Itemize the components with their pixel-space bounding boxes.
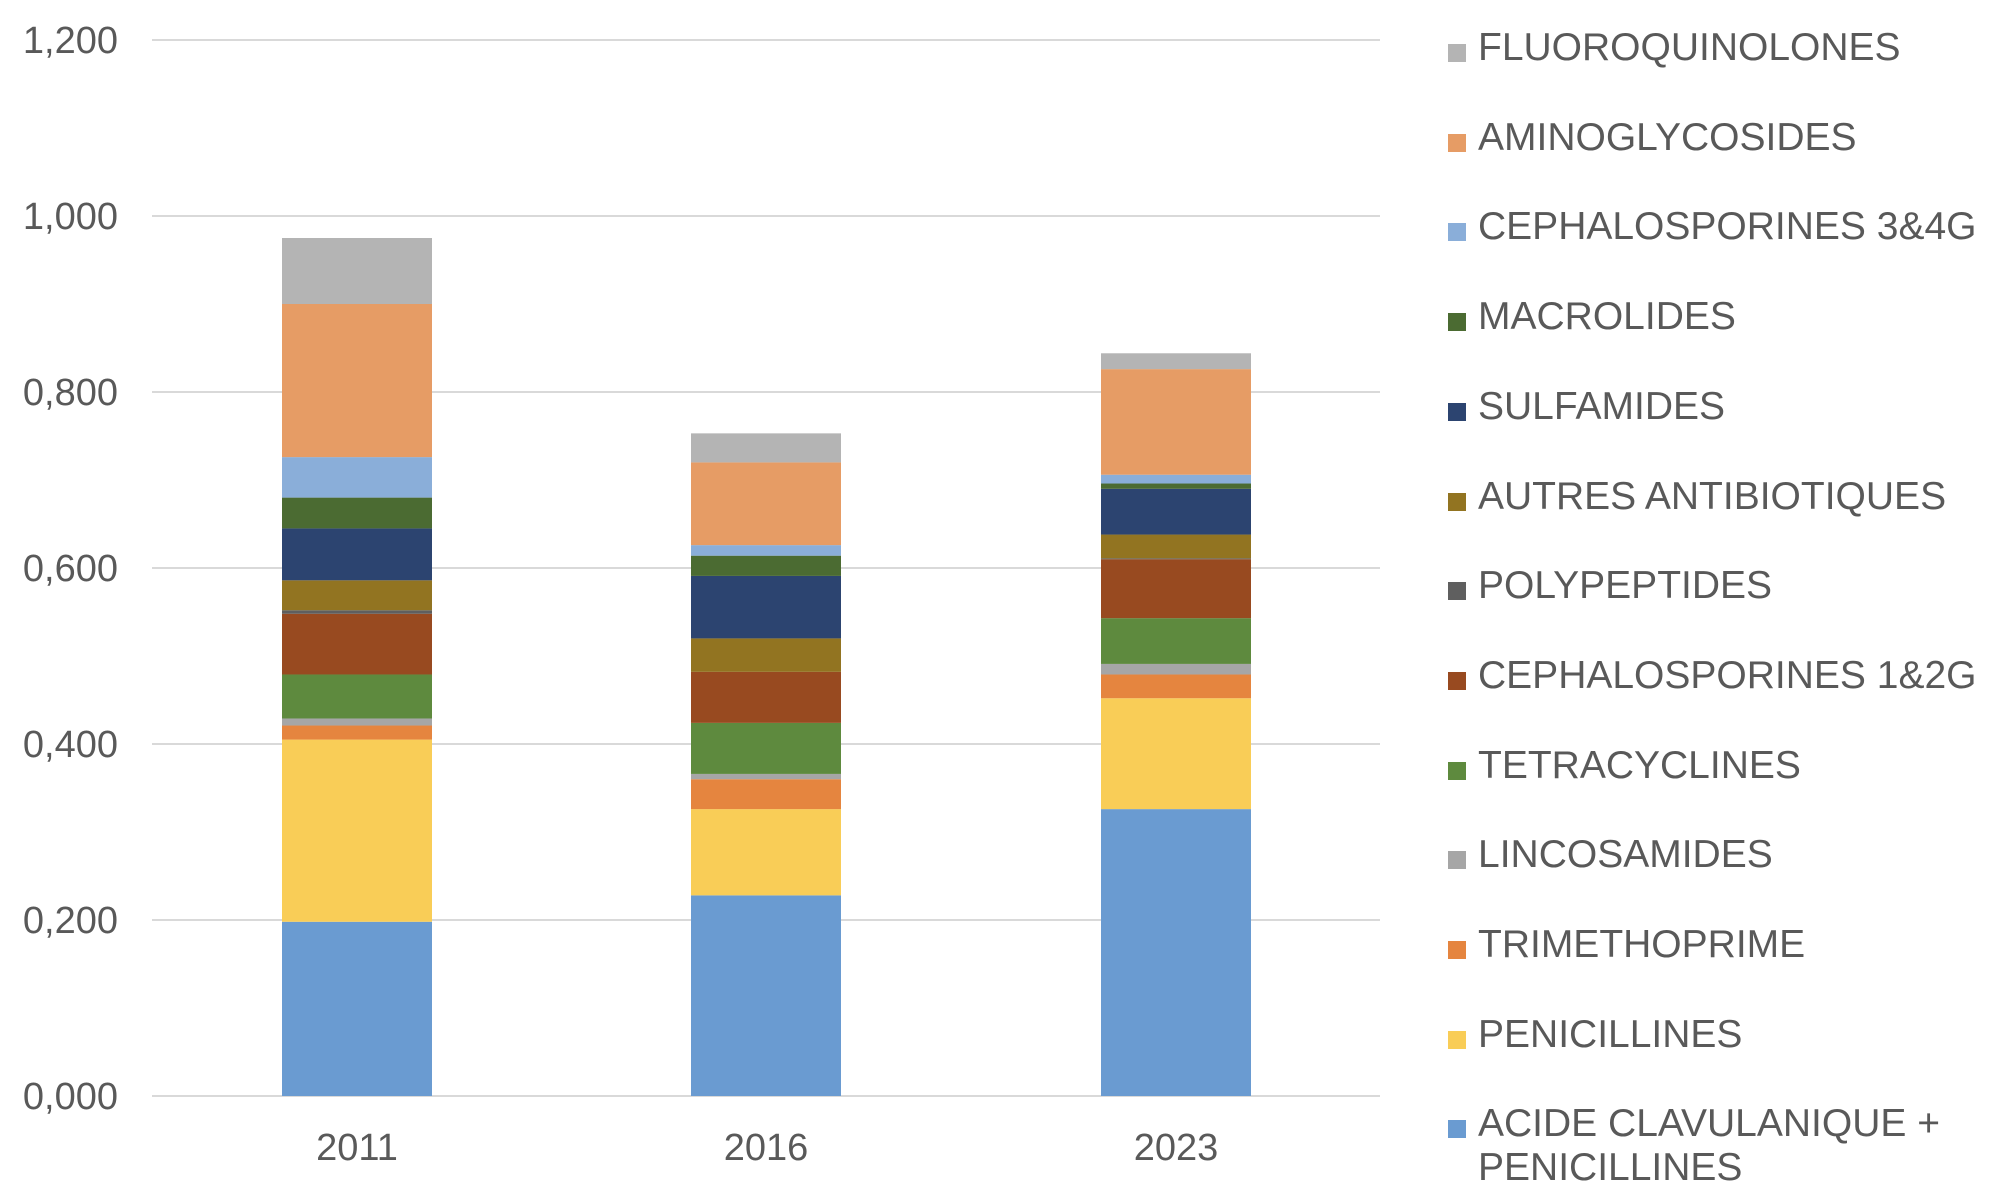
bar-segment	[691, 671, 841, 723]
bar-segment	[282, 725, 432, 740]
bar-segment	[691, 809, 841, 896]
bar-segment	[282, 580, 432, 611]
legend-label: CEPHALOSPORINES 3&4G	[1478, 205, 1977, 249]
bar-segment	[282, 457, 432, 498]
bar-segment	[691, 462, 841, 546]
bar-segment	[691, 555, 841, 576]
bar-segment	[282, 304, 432, 458]
y-tick-label: 1,000	[23, 196, 118, 238]
bar-segment	[282, 674, 432, 719]
bar-segment	[1101, 559, 1251, 619]
bar-segment	[282, 718, 432, 726]
legend-label: POLYPEPTIDES	[1478, 564, 1773, 608]
legend-label: AMINOGLYCOSIDES	[1478, 115, 1857, 159]
x-tick-label: 2011	[316, 1127, 398, 1169]
bar-segment	[282, 921, 432, 1096]
legend-swatch	[1448, 44, 1466, 62]
x-axis-tick-labels: 2011 2016 2023	[316, 1127, 1218, 1169]
bar-segment	[1101, 369, 1251, 475]
bar-segment	[1101, 534, 1251, 559]
legend-swatch	[1448, 761, 1466, 780]
legend-item: MACROLIDES	[1448, 295, 2016, 339]
stacked-bar-chart: 0,000 0,200 0,400 0,600 0,800 1,000 1,200 2011…	[23, 20, 1380, 1169]
legend-item: CEPHALOSPORINES 1&2G	[1448, 654, 2016, 698]
bar-segment	[691, 895, 841, 1096]
legend-item: AUTRES ANTIBIOTIQUES	[1448, 475, 2016, 519]
legend-swatch	[1448, 223, 1466, 242]
legend-label: TRIMETHOPRIME	[1478, 923, 1806, 966]
y-tick-label: 0,400	[23, 724, 118, 766]
legend-item: SULFAMIDES	[1448, 385, 2016, 429]
bar-segment	[691, 638, 841, 672]
legend-label: ACIDE CLAVULANIQUE + PENICILLINES	[1478, 1102, 1941, 1190]
legend-label: MACROLIDES	[1478, 295, 1736, 339]
legend-label: CEPHALOSPORINES 1&2G	[1478, 653, 1977, 697]
legend-swatch	[1448, 851, 1466, 870]
legend: FLUOROQUINOLONES AMINOGLYCOSIDES CEPHALOSP…	[1448, 0, 2016, 1189]
bar-segment	[691, 575, 841, 639]
y-tick-label: 0,800	[23, 372, 118, 414]
bar-segment	[282, 739, 432, 922]
bars	[282, 238, 1251, 1096]
bar-segment	[691, 722, 841, 774]
x-tick-label: 2016	[724, 1127, 809, 1169]
y-axis-tick-labels: 0,000 0,200 0,400 0,600 0,800 1,000 1,200	[23, 20, 118, 1118]
bar-segment	[282, 528, 432, 581]
legend-swatch	[1448, 313, 1466, 332]
bar-segment	[282, 613, 432, 675]
bar-segment	[691, 433, 841, 463]
x-tick-label: 2023	[1134, 1127, 1219, 1169]
legend-swatch	[1448, 1030, 1466, 1049]
bar-segment	[1101, 474, 1251, 484]
bar-segment	[1101, 698, 1251, 810]
y-tick-label: 0,200	[23, 900, 118, 942]
y-tick-label: 1,200	[23, 20, 118, 62]
legend-swatch	[1448, 941, 1466, 959]
bar-segment	[691, 773, 841, 780]
legend-item: TRIMETHOPRIME	[1448, 923, 2016, 967]
legend-label: TETRACYCLINES	[1478, 743, 1801, 787]
y-tick-label: 0,600	[23, 548, 118, 590]
legend-swatch	[1448, 1120, 1466, 1139]
bar-segment	[1101, 674, 1251, 699]
legend-label: LINCOSAMIDES	[1478, 833, 1773, 877]
bar-segment	[1101, 488, 1251, 535]
bar-segment	[1101, 558, 1251, 560]
legend-swatch	[1448, 133, 1466, 152]
legend-label: AUTRES ANTIBIOTIQUES	[1478, 474, 1947, 518]
y-tick-label: 0,000	[23, 1076, 118, 1118]
bar-segment	[691, 545, 841, 556]
legend-item: TETRACYCLINES	[1448, 744, 2016, 788]
bar-segment	[1101, 809, 1251, 1096]
legend-swatch	[1448, 492, 1466, 511]
legend-label: PENICILLINES	[1478, 1012, 1743, 1056]
bar-segment	[691, 779, 841, 810]
legend-swatch	[1448, 582, 1466, 601]
bar-segment	[1101, 618, 1251, 664]
legend-label: SULFAMIDES	[1478, 384, 1726, 428]
legend-item: FLUOROQUINOLONES	[1448, 26, 2016, 70]
legend-item: ACIDE CLAVULANIQUE + PENICILLINES	[1448, 1102, 2016, 1190]
bar-segment	[1101, 353, 1251, 370]
legend-item: AMINOGLYCOSIDES	[1448, 116, 2016, 160]
legend-swatch	[1448, 402, 1466, 421]
legend-item: PENICILLINES	[1448, 1013, 2016, 1057]
legend-label: FLUOROQUINOLONES	[1478, 26, 1901, 69]
legend-item: POLYPEPTIDES	[1448, 564, 2016, 608]
bar-segment	[282, 497, 432, 529]
bar-segment	[1101, 483, 1251, 489]
legend-swatch	[1448, 671, 1466, 690]
bar-segment	[282, 610, 432, 614]
bar-segment	[282, 238, 432, 304]
legend-item: LINCOSAMIDES	[1448, 833, 2016, 877]
bar-segment	[1101, 663, 1251, 675]
legend-item: CEPHALOSPORINES 3&4G	[1448, 205, 2016, 249]
